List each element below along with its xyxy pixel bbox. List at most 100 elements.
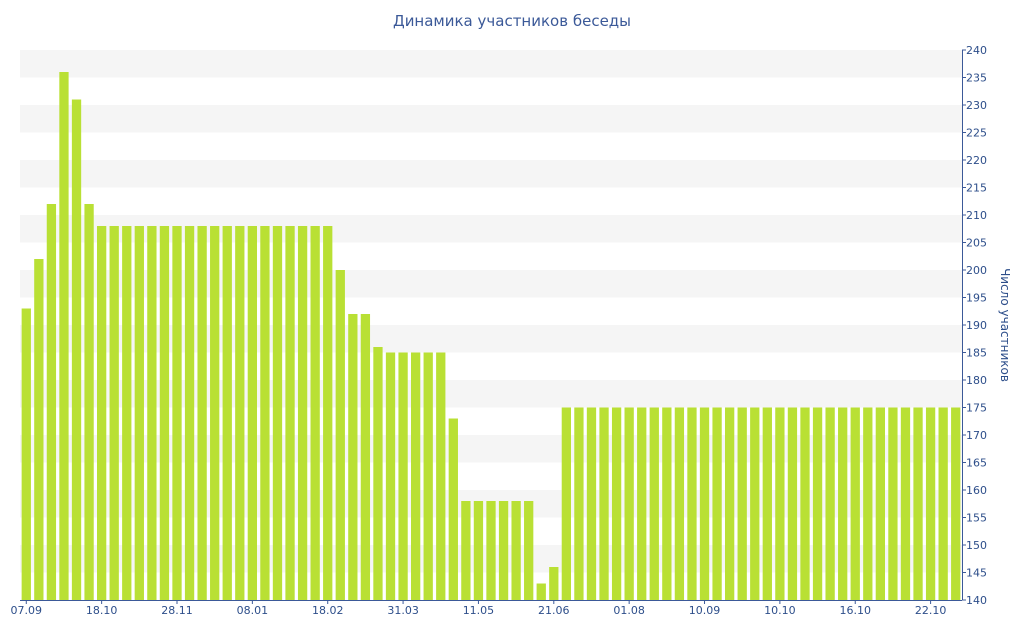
y-tick-label: 210	[966, 209, 987, 222]
bar	[524, 501, 534, 600]
y-tick-label: 220	[966, 154, 987, 167]
bar	[687, 407, 697, 600]
x-tick-label: 18.10	[86, 604, 118, 617]
bar	[561, 407, 572, 600]
x-tick-label: 31.03	[387, 604, 419, 617]
bar	[838, 407, 848, 600]
chart-title: Динамика участников беседы	[392, 12, 632, 30]
bar	[134, 226, 144, 600]
bar	[297, 226, 308, 600]
y-tick-label: 145	[966, 567, 987, 580]
bar	[775, 407, 785, 600]
bar	[925, 407, 936, 600]
bar	[59, 72, 69, 600]
bar	[184, 226, 195, 600]
bar	[913, 407, 923, 600]
bar	[247, 226, 258, 600]
grid-band	[20, 160, 962, 188]
y-ticks: 140 145 150 155 160 165 170 175 180 185 190 195 200 2…	[962, 44, 987, 607]
bar	[159, 226, 170, 600]
y-tick-label: 165	[966, 457, 987, 470]
bar	[461, 501, 471, 600]
bar	[360, 314, 371, 600]
bar	[498, 501, 509, 600]
bar	[210, 226, 220, 600]
bar	[850, 407, 860, 600]
y-tick-label: 140	[966, 594, 987, 607]
bar	[699, 407, 710, 600]
bar	[737, 407, 747, 600]
bars	[21, 72, 961, 600]
bar	[34, 259, 44, 600]
bar	[285, 226, 295, 600]
x-tick-label: 22.10	[915, 604, 947, 617]
x-tick-label: 10.10	[764, 604, 796, 617]
y-tick-label: 170	[966, 429, 987, 442]
bar	[762, 407, 772, 600]
bar	[423, 352, 433, 600]
bar	[410, 352, 421, 600]
bar	[448, 418, 458, 600]
x-tick-label: 01.08	[613, 604, 645, 617]
bar	[147, 226, 157, 600]
x-tick-label: 18.02	[312, 604, 344, 617]
bar	[235, 226, 245, 600]
y-tick-label: 225	[966, 127, 987, 140]
bar	[875, 407, 886, 600]
bar	[599, 407, 609, 600]
y-tick-label: 235	[966, 72, 987, 85]
bar	[624, 407, 634, 600]
y-tick-label: 185	[966, 347, 987, 360]
bar	[900, 407, 911, 600]
y-tick-label: 215	[966, 182, 987, 195]
bar	[812, 407, 823, 600]
bar	[586, 407, 597, 600]
x-tick-label: 16.10	[839, 604, 871, 617]
x-tick-label: 28.11	[161, 604, 193, 617]
bar	[511, 501, 521, 600]
bar	[109, 226, 119, 600]
x-tick-label: 08.01	[237, 604, 269, 617]
y-tick-label: 180	[966, 374, 987, 387]
bar	[611, 407, 622, 600]
y-tick-label: 205	[966, 237, 987, 250]
bar	[888, 407, 898, 600]
y-tick-label: 240	[966, 44, 987, 57]
bar	[272, 226, 283, 600]
y-tick-label: 230	[966, 99, 987, 112]
y-tick-label: 150	[966, 539, 987, 552]
bar	[951, 407, 961, 600]
bar	[674, 407, 685, 600]
y-tick-label: 175	[966, 402, 987, 415]
bar	[323, 226, 333, 600]
bar	[71, 99, 82, 600]
bar	[122, 226, 132, 600]
bar	[385, 352, 396, 600]
bar	[549, 567, 559, 600]
bar	[46, 204, 57, 600]
x-tick-label: 10.09	[689, 604, 721, 617]
bar	[637, 407, 647, 600]
bar	[724, 407, 735, 600]
bar	[649, 407, 659, 600]
bar	[787, 407, 798, 600]
y-tick-label: 190	[966, 319, 987, 332]
y-tick-label: 160	[966, 484, 987, 497]
bar	[197, 226, 207, 600]
bar	[800, 407, 810, 600]
bar	[260, 226, 270, 600]
bar	[662, 407, 672, 600]
y-axis-label: Число участников	[998, 268, 1012, 382]
bar	[398, 352, 408, 600]
x-tick-label: 07.09	[11, 604, 43, 617]
bar	[373, 347, 383, 600]
bar	[938, 407, 948, 600]
bar	[84, 204, 94, 600]
bar	[712, 407, 722, 600]
y-tick-label: 195	[966, 292, 987, 305]
bar	[348, 314, 358, 600]
grid-band	[20, 50, 962, 78]
grid-band	[20, 105, 962, 133]
bar	[335, 270, 345, 600]
